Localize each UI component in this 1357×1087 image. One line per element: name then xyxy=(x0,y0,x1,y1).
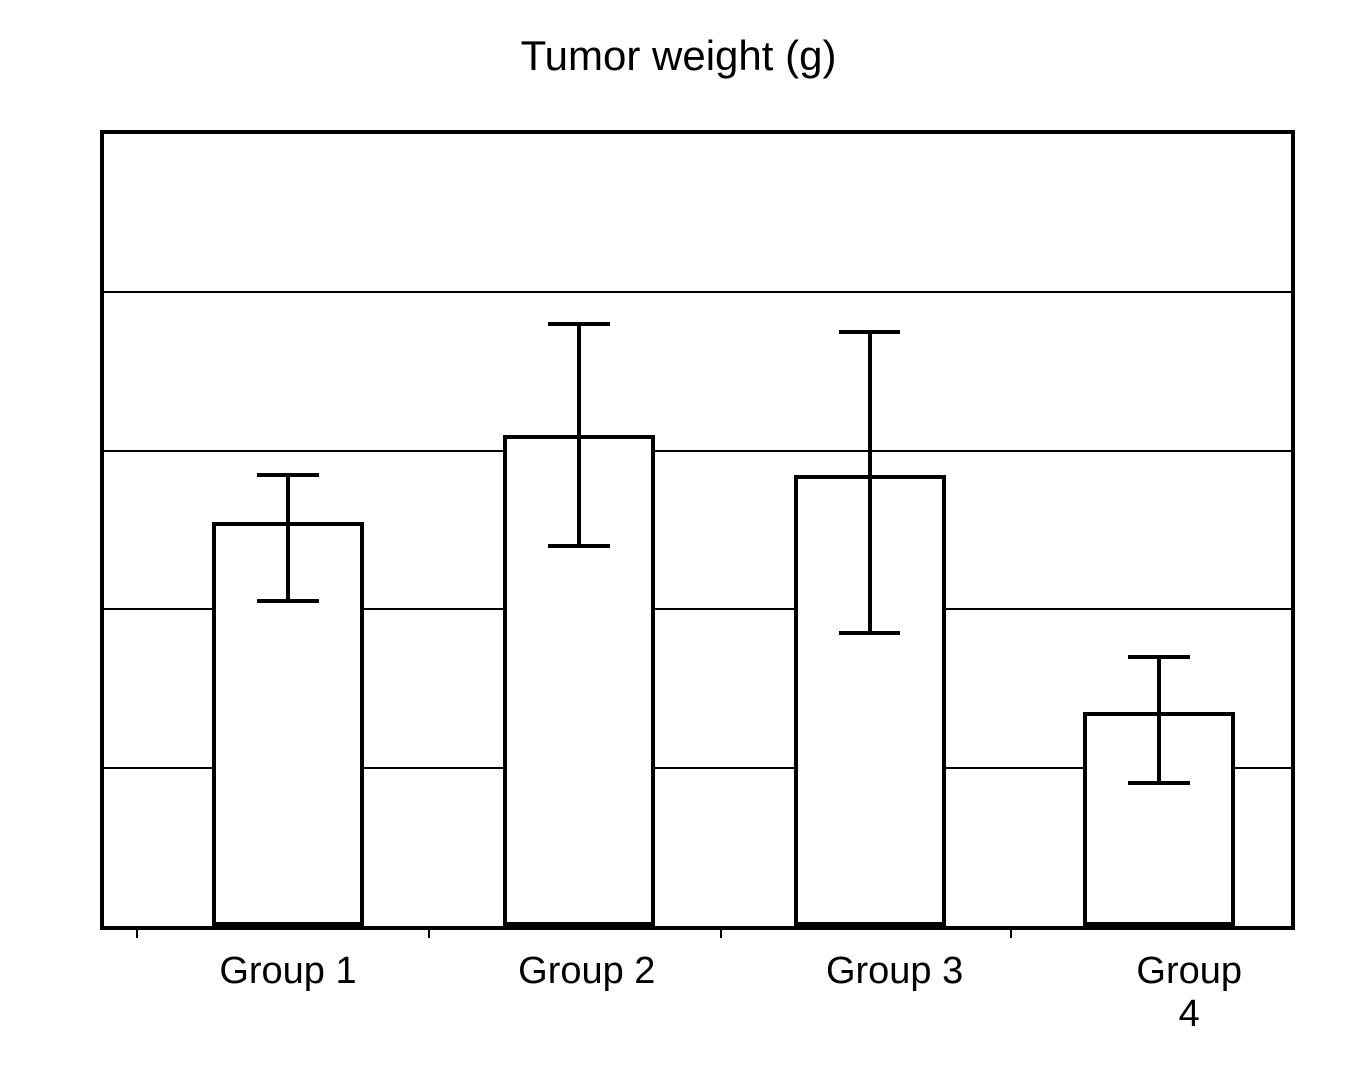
errorbar-cap-top-3 xyxy=(839,330,901,334)
x-tick-4 xyxy=(1010,926,1012,938)
x-label-group-3: Group 3 xyxy=(826,950,963,993)
errorbar-cap-top-1 xyxy=(257,473,319,477)
plot-area xyxy=(100,130,1295,930)
x-label-group-2: Group 2 xyxy=(518,950,655,993)
errorbar-cap-bot-4 xyxy=(1128,781,1190,785)
errorbar-cap-bot-1 xyxy=(257,599,319,603)
chart-container: Tumor weight (g) Group 1 Group 2 Group 3 Gr… xyxy=(0,0,1357,1087)
errorbar-stem-3 xyxy=(868,332,872,633)
x-axis-labels: Group 1Group 2Group 3Group 4 xyxy=(100,950,1295,1010)
errorbar-stem-2 xyxy=(577,324,581,546)
gridline xyxy=(104,291,1291,293)
x-label-group-4: Group 4 xyxy=(1136,950,1242,1036)
x-tick-2 xyxy=(428,926,430,938)
errorbar-cap-top-4 xyxy=(1128,655,1190,659)
errorbar-stem-4 xyxy=(1157,657,1161,784)
errorbar-cap-bot-3 xyxy=(839,631,901,635)
gridline xyxy=(104,450,1291,452)
x-tick-1 xyxy=(136,926,138,938)
x-label-group-1: Group 1 xyxy=(219,950,356,993)
errorbar-stem-1 xyxy=(286,475,290,602)
errorbar-cap-bot-2 xyxy=(548,544,610,548)
chart-title: Tumor weight (g) xyxy=(0,32,1357,80)
errorbar-cap-top-2 xyxy=(548,322,610,326)
x-tick-3 xyxy=(720,926,722,938)
bars-layer xyxy=(104,134,1291,926)
